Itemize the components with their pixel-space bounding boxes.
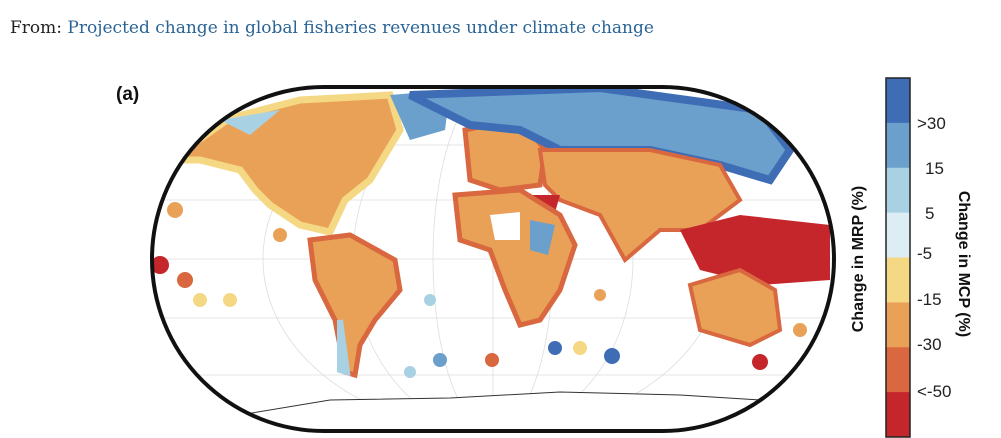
panel-label: (a) — [116, 84, 140, 105]
figure-caption: From: Projected change in global fisheri… — [10, 18, 654, 38]
colorbar-bin — [886, 167, 910, 214]
colorbar — [885, 77, 911, 438]
australia — [687, 267, 783, 348]
antarctica — [239, 391, 761, 431]
article-link[interactable]: Projected change in global fisheries rev… — [67, 18, 654, 38]
colorbar-bin — [886, 78, 910, 124]
legend-tick: -30 — [917, 335, 942, 354]
colorbar-bin — [886, 347, 910, 393]
legend-tick: -5 — [917, 244, 933, 263]
legend-tick: 15 — [925, 159, 944, 178]
legend-tick: >30 — [917, 114, 946, 133]
colorbar-bin — [886, 392, 910, 438]
indonesia — [680, 215, 830, 285]
colorbar-bin — [886, 122, 910, 169]
legend-label-mcp: Change in MCP (%) — [955, 190, 973, 338]
caption-prefix: From: — [10, 18, 68, 38]
legend-tick: <-50 — [917, 382, 952, 401]
colorbar-bin — [886, 302, 910, 348]
colorbar-bin — [886, 212, 910, 258]
map-frame — [150, 85, 836, 433]
ocean-islands — [152, 202, 807, 378]
colorbar-border — [885, 77, 911, 438]
legend-label-mrp: Change in MRP (%) — [850, 185, 868, 333]
south-america — [307, 232, 403, 379]
legend-tick: 5 — [925, 204, 935, 223]
north-america — [158, 91, 404, 237]
colorbar-bin — [886, 257, 910, 303]
legend-tick: -15 — [917, 290, 942, 309]
